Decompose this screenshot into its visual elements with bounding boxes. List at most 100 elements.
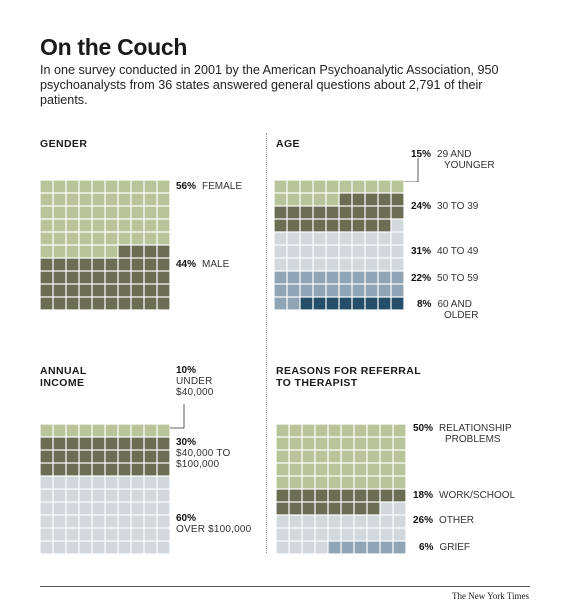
- waffle-cell--40-000-to-100-000: [105, 463, 118, 476]
- waffle-cell-female: [157, 219, 170, 232]
- waffle-cell-grief: [367, 541, 380, 554]
- age-50-pct: 22%: [411, 273, 432, 284]
- reasons-work-pct: 18%: [413, 490, 434, 501]
- waffle-cell-work-school: [302, 502, 315, 515]
- waffle-cell-under-40-000: [105, 424, 118, 437]
- waffle-cell-over-100-000: [79, 515, 92, 528]
- waffle-cell-female: [79, 180, 92, 193]
- age-60-desc1: 60 AND: [437, 299, 472, 310]
- waffle-cell-other: [341, 515, 354, 528]
- waffle-cell-over-100-000: [144, 515, 157, 528]
- waffle-cell-50-to-59: [287, 284, 300, 297]
- waffle-cell-over-100-000: [144, 528, 157, 541]
- waffle-cell-male: [118, 245, 131, 258]
- reasons-label-work-school: 18% WORK/SCHOOL: [413, 490, 515, 501]
- waffle-cell--40-000-to-100-000: [53, 437, 66, 450]
- waffle-cell-work-school: [289, 502, 302, 515]
- waffle-cell-male: [92, 258, 105, 271]
- waffle-cell-60-and-older: [365, 297, 378, 310]
- age-40-pct: 31%: [411, 246, 432, 257]
- gender-waffle-chart: [40, 180, 170, 310]
- waffle-cell-40-to-49: [352, 258, 365, 271]
- waffle-cell-over-100-000: [92, 541, 105, 554]
- waffle-cell--40-000-to-100-000: [131, 463, 144, 476]
- waffle-cell-over-100-000: [157, 502, 170, 515]
- waffle-cell-male: [66, 271, 79, 284]
- waffle-cell-female: [92, 219, 105, 232]
- waffle-cell-relationship-problems: [315, 437, 328, 450]
- waffle-cell-female: [118, 206, 131, 219]
- waffle-cell-male: [53, 271, 66, 284]
- waffle-cell-30-to-39: [378, 193, 391, 206]
- waffle-cell-grief: [341, 541, 354, 554]
- waffle-cell-over-100-000: [40, 541, 53, 554]
- waffle-cell-29-and-younger: [352, 180, 365, 193]
- reasons-rel-desc2: PROBLEMS: [445, 434, 501, 445]
- waffle-cell-male: [53, 297, 66, 310]
- waffle-cell-under-40-000: [53, 424, 66, 437]
- waffle-cell-female: [92, 180, 105, 193]
- waffle-cell-female: [144, 180, 157, 193]
- waffle-cell-work-school: [380, 489, 393, 502]
- waffle-cell-40-to-49: [365, 232, 378, 245]
- waffle-cell-male: [157, 245, 170, 258]
- waffle-cell-male: [92, 297, 105, 310]
- waffle-cell-male: [157, 271, 170, 284]
- waffle-cell--40-000-to-100-000: [118, 463, 131, 476]
- waffle-cell-female: [157, 180, 170, 193]
- income-mid-desc2: $100,000: [176, 459, 220, 470]
- income-waffle-chart: [40, 424, 170, 554]
- waffle-cell-male: [118, 258, 131, 271]
- waffle-cell-relationship-problems: [354, 437, 367, 450]
- reasons-rel-desc1: RELATIONSHIP: [439, 423, 512, 434]
- age-label-30-39: 24% 30 TO 39: [411, 201, 478, 212]
- waffle-cell-female: [66, 206, 79, 219]
- waffle-cell--40-000-to-100-000: [53, 463, 66, 476]
- waffle-cell-30-to-39: [339, 193, 352, 206]
- waffle-cell-over-100-000: [118, 541, 131, 554]
- waffle-cell-40-to-49: [287, 245, 300, 258]
- waffle-cell-50-to-59: [352, 284, 365, 297]
- waffle-cell--40-000-to-100-000: [66, 463, 79, 476]
- waffle-cell-other: [302, 528, 315, 541]
- waffle-cell-relationship-problems: [380, 437, 393, 450]
- waffle-cell-other: [354, 528, 367, 541]
- waffle-cell-40-to-49: [352, 232, 365, 245]
- waffle-cell-female: [131, 232, 144, 245]
- waffle-cell-relationship-problems: [393, 476, 406, 489]
- waffle-cell-female: [79, 206, 92, 219]
- waffle-cell-relationship-problems: [341, 463, 354, 476]
- waffle-cell-work-school: [354, 502, 367, 515]
- waffle-cell-female: [118, 219, 131, 232]
- waffle-cell-over-100-000: [131, 476, 144, 489]
- waffle-cell-60-and-older: [326, 297, 339, 310]
- waffle-cell-male: [66, 297, 79, 310]
- waffle-cell-female: [105, 245, 118, 258]
- waffle-cell-over-100-000: [79, 502, 92, 515]
- waffle-cell-50-to-59: [274, 297, 287, 310]
- waffle-cell-over-100-000: [92, 515, 105, 528]
- waffle-cell-40-to-49: [326, 258, 339, 271]
- waffle-cell-relationship-problems: [341, 424, 354, 437]
- waffle-cell-over-100-000: [66, 515, 79, 528]
- waffle-cell-50-to-59: [287, 271, 300, 284]
- waffle-cell-other: [367, 528, 380, 541]
- waffle-cell-male: [40, 297, 53, 310]
- waffle-cell-50-to-59: [274, 284, 287, 297]
- waffle-cell-50-to-59: [313, 284, 326, 297]
- waffle-cell-female: [66, 245, 79, 258]
- waffle-cell-female: [118, 180, 131, 193]
- waffle-cell-relationship-problems: [380, 424, 393, 437]
- waffle-cell--40-000-to-100-000: [118, 437, 131, 450]
- waffle-cell-grief: [380, 541, 393, 554]
- waffle-cell-relationship-problems: [276, 450, 289, 463]
- waffle-cell--40-000-to-100-000: [92, 450, 105, 463]
- waffle-cell--40-000-to-100-000: [40, 463, 53, 476]
- waffle-cell--40-000-to-100-000: [79, 463, 92, 476]
- reasons-rel-pct: 50%: [413, 423, 434, 434]
- waffle-cell-50-to-59: [391, 271, 404, 284]
- waffle-cell-female: [79, 193, 92, 206]
- waffle-cell-30-to-39: [352, 193, 365, 206]
- waffle-cell-over-100-000: [79, 489, 92, 502]
- waffle-cell-other: [289, 541, 302, 554]
